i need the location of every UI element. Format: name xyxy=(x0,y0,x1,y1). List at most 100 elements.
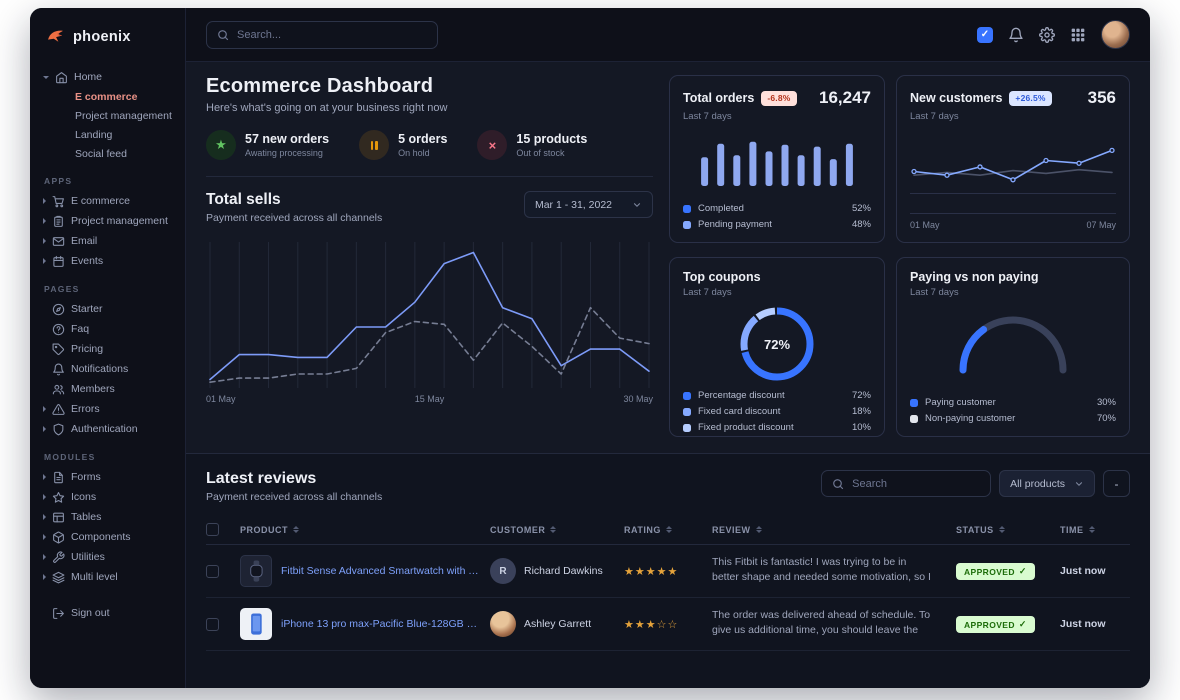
rating-stars: ★★★☆☆ xyxy=(624,618,679,631)
reviews-controls: All products - xyxy=(821,470,1130,497)
column-header-status[interactable]: STATUS xyxy=(956,525,1052,535)
sidebar-item-tables[interactable]: Tables xyxy=(30,507,185,527)
notifications-bell-icon[interactable] xyxy=(1008,27,1024,43)
sidebar-item-faq[interactable]: Faq xyxy=(30,319,185,339)
sidebar-item-ecommerce-app[interactable]: E commerce xyxy=(30,191,185,211)
caret-right-icon xyxy=(43,514,46,520)
sidebar-item-utilities[interactable]: Utilities xyxy=(30,547,185,567)
reviews-search[interactable] xyxy=(821,470,992,497)
sidebar-item-forms[interactable]: Forms xyxy=(30,467,185,487)
status-badge: APPROVED xyxy=(956,563,1035,581)
row-checkbox[interactable] xyxy=(206,564,219,578)
top-coupons-donut-chart: 72% xyxy=(739,306,815,382)
caret-right-icon xyxy=(43,554,46,560)
product-filter-select[interactable]: All products xyxy=(999,470,1095,497)
users-icon xyxy=(52,383,65,396)
select-all-checkbox[interactable] xyxy=(206,523,219,536)
sidebar-item-authentication[interactable]: Authentication xyxy=(30,419,185,439)
row-checkbox[interactable] xyxy=(206,617,219,631)
dashboard-cards: Total orders -6.8% 16,247 Last 7 days Co… xyxy=(669,75,1130,437)
topbar: ✓ xyxy=(186,8,1150,62)
warning-icon xyxy=(52,403,65,416)
rating-stars: ★★★★★ xyxy=(624,565,679,578)
mail-icon xyxy=(52,235,65,248)
stat-out-of-stock: × 15 products Out of stock xyxy=(477,130,587,160)
customer-cell[interactable]: R Richard Dawkins xyxy=(490,558,616,584)
sidebar-nav: Home E commerce Project management Landi… xyxy=(30,61,185,674)
legend-paying-customer: Paying customer 30% xyxy=(910,397,1116,408)
reviews-table: PRODUCT CUSTOMER RATING REVIEW STATUS TI… xyxy=(206,517,1130,651)
card-period: Last 7 days xyxy=(910,287,959,298)
customer-cell[interactable]: Ashley Garrett xyxy=(490,611,616,637)
check-icon xyxy=(1019,566,1027,577)
components-icon xyxy=(52,531,65,544)
total-sells-chart xyxy=(209,242,650,388)
caret-right-icon xyxy=(43,574,46,580)
search-input[interactable] xyxy=(237,28,427,41)
column-header-time[interactable]: TIME xyxy=(1060,525,1130,535)
apps-grid-icon[interactable] xyxy=(1070,27,1086,43)
column-header-customer[interactable]: CUSTOMER xyxy=(490,525,616,535)
sign-out-button[interactable]: Sign out xyxy=(30,603,185,623)
reviews-search-input[interactable] xyxy=(852,477,981,490)
sidebar-item-events[interactable]: Events xyxy=(30,251,185,271)
main-area: ✓ Ecommerce Dashboard Here's what's goin… xyxy=(186,8,1150,688)
card-title: Total orders xyxy=(683,91,755,105)
chevron-down-icon xyxy=(1074,479,1084,489)
sidebar-item-icons[interactable]: Icons xyxy=(30,487,185,507)
sidebar-item-errors[interactable]: Errors xyxy=(30,399,185,419)
card-title: Paying vs non paying xyxy=(910,270,1039,284)
search-icon xyxy=(217,29,229,41)
date-range-select[interactable]: Mar 1 - 31, 2022 xyxy=(523,191,653,218)
caret-right-icon xyxy=(43,534,46,540)
settings-gear-icon[interactable] xyxy=(1039,27,1055,43)
options-button[interactable]: - xyxy=(1103,470,1130,497)
global-search[interactable] xyxy=(206,20,438,49)
theme-toggle-icon[interactable]: ✓ xyxy=(977,26,993,43)
new-customers-card: New customers +26.5% 356 Last 7 days 01 … xyxy=(896,75,1130,243)
sidebar-item-project-management[interactable]: Project management xyxy=(75,109,172,122)
column-header-rating[interactable]: RATING xyxy=(624,525,704,535)
section-label-apps: APPS xyxy=(44,176,73,186)
sidebar-item-ecommerce[interactable]: E commerce xyxy=(75,90,138,103)
review-row: Fitbit Sense Advanced Smartwatch with To… xyxy=(206,545,1130,598)
sort-icon xyxy=(755,525,762,534)
topbar-actions: ✓ xyxy=(977,20,1130,49)
customer-name: Ashley Garrett xyxy=(524,618,592,630)
sidebar-item-components[interactable]: Components xyxy=(30,527,185,547)
on-hold-icon xyxy=(359,130,390,160)
legend-completed: Completed 52% xyxy=(683,203,871,214)
home-submenu: E commerce Project management Landing So… xyxy=(30,87,185,163)
product-link[interactable]: iPhone 13 pro max-Pacific Blue-128GB sto… xyxy=(281,618,482,630)
compass-icon xyxy=(52,303,65,316)
card-title: Top coupons xyxy=(683,270,761,284)
utilities-icon xyxy=(52,551,65,564)
brand-logo[interactable]: phoenix xyxy=(30,20,185,61)
tables-icon xyxy=(52,511,65,524)
column-header-review[interactable]: REVIEW xyxy=(712,525,948,535)
caret-right-icon xyxy=(43,474,46,480)
sidebar-item-pricing[interactable]: Pricing xyxy=(30,339,185,359)
sidebar-item-project-management-app[interactable]: Project management xyxy=(30,211,185,231)
user-avatar[interactable] xyxy=(1101,20,1130,49)
sidebar-item-starter[interactable]: Starter xyxy=(30,299,185,319)
review-time: Just now xyxy=(1060,618,1106,630)
trend-badge: +26.5% xyxy=(1009,90,1052,106)
sidebar-item-home[interactable]: Home xyxy=(30,67,185,87)
product-image-iphone xyxy=(240,608,272,640)
sidebar-item-landing[interactable]: Landing xyxy=(75,128,113,141)
sidebar-item-multi-level[interactable]: Multi level xyxy=(30,567,185,587)
sidebar-item-members[interactable]: Members xyxy=(30,379,185,399)
new-customers-value: 356 xyxy=(1087,88,1116,107)
page-title: Ecommerce Dashboard xyxy=(206,75,434,97)
sidebar-item-social-feed[interactable]: Social feed xyxy=(75,147,127,160)
trend-badge: -6.8% xyxy=(761,90,797,106)
top-coupons-card: Top coupons Last 7 days 72% Percentage d… xyxy=(669,257,885,437)
product-link[interactable]: Fitbit Sense Advanced Smartwatch with To… xyxy=(281,565,482,577)
page-subtitle: Here's what's going on at your business … xyxy=(206,102,448,114)
caret-right-icon xyxy=(43,258,46,264)
sidebar-item-email[interactable]: Email xyxy=(30,231,185,251)
column-header-product[interactable]: PRODUCT xyxy=(240,525,482,535)
reviews-table-header: PRODUCT CUSTOMER RATING REVIEW STATUS TI… xyxy=(206,517,1130,545)
sidebar-item-notifications[interactable]: Notifications xyxy=(30,359,185,379)
